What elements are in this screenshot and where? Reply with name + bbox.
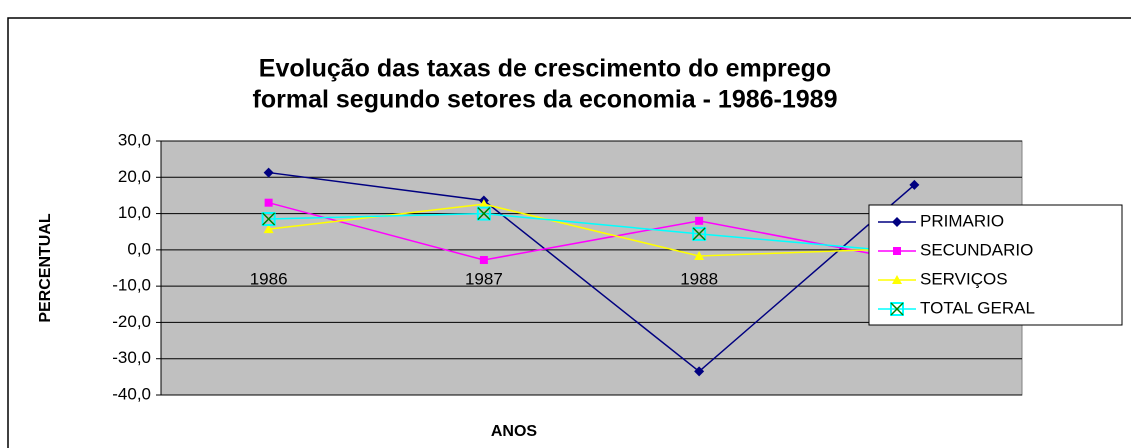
marker-shape <box>890 302 904 316</box>
legend-label: SERVIÇOS <box>920 269 1008 288</box>
marker <box>263 224 274 234</box>
marker <box>695 216 704 225</box>
series-line <box>268 212 915 254</box>
y-tick-label: -40,0 <box>112 384 151 403</box>
marker-shape <box>262 212 276 226</box>
marker <box>478 199 489 209</box>
legend-label: SECUNDARIO <box>920 240 1033 259</box>
marker-shape <box>893 247 901 255</box>
y-tick-label: -10,0 <box>112 276 151 295</box>
marker <box>890 302 904 316</box>
marker-shape <box>694 251 705 261</box>
y-tick-label: -20,0 <box>112 312 151 331</box>
marker-shape <box>479 256 488 265</box>
marker-shape <box>694 366 705 377</box>
marker <box>264 198 273 207</box>
marker-shape <box>692 227 706 241</box>
legend: PRIMARIO SECUNDARIO SERVIÇOS TOTAL GERAL <box>868 204 1123 326</box>
marker <box>892 217 902 227</box>
series-line <box>268 201 915 263</box>
marker <box>892 275 902 284</box>
chart-title: Evolução das taxas de crescimento do emp… <box>259 55 831 83</box>
marker <box>479 256 488 265</box>
marker-shape <box>695 216 704 225</box>
x-tick-label: 1986 <box>250 269 288 288</box>
marker-shape <box>892 275 902 284</box>
marker <box>694 366 705 377</box>
marker-shape <box>476 206 491 221</box>
legend-box <box>868 204 1123 326</box>
x-tick-label: 1988 <box>680 269 718 288</box>
legend-label: PRIMARIO <box>920 211 1004 230</box>
marker <box>263 167 274 178</box>
legend-label: TOTAL GERAL <box>920 298 1035 317</box>
marker-shape <box>692 226 707 241</box>
x-tick-label: 1987 <box>465 269 503 288</box>
marker <box>893 247 901 255</box>
marker-shape <box>264 198 273 207</box>
chart-title: formal segundo setores da economia - 198… <box>253 86 838 114</box>
marker-shape <box>263 167 274 178</box>
y-tick-label: 0,0 <box>127 239 151 258</box>
marker-shape <box>477 207 491 221</box>
series-line <box>268 171 915 373</box>
marker <box>694 251 705 261</box>
y-axis-label: PERCENTUAL <box>37 213 54 323</box>
marker-shape <box>892 217 902 227</box>
y-tick-label: 10,0 <box>118 203 151 222</box>
marker <box>476 206 491 221</box>
marker-shape <box>261 212 276 227</box>
y-tick-label: 20,0 <box>118 167 151 186</box>
marker-shape <box>478 199 489 209</box>
marker <box>261 212 276 227</box>
marker <box>909 179 920 190</box>
x-axis-label: ANOS <box>491 423 538 440</box>
marker <box>692 226 707 241</box>
marker-shape <box>909 179 920 190</box>
y-tick-label: -30,0 <box>112 348 151 367</box>
marker-shape <box>890 302 904 316</box>
marker-shape <box>263 224 274 234</box>
y-tick-label: 30,0 <box>118 130 151 149</box>
